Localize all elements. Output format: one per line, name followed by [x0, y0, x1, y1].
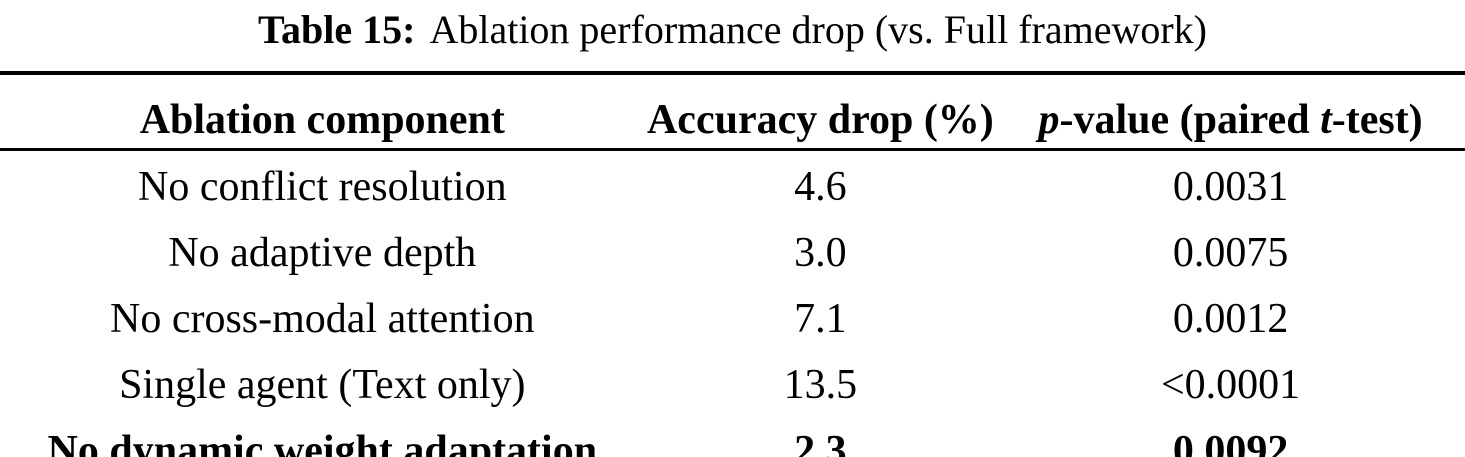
table-caption-text: Ablation performance drop (vs. Full fram…: [429, 7, 1207, 52]
t-test-text: -test): [1331, 97, 1423, 143]
table-row: No cross-modal attention 7.1 0.0012: [0, 283, 1465, 349]
cell-accuracy-drop: 7.1: [794, 296, 847, 342]
ablation-results-table: Ablation component Accuracy drop (%) p-v…: [0, 71, 1465, 457]
p-symbol: p: [1038, 97, 1060, 143]
cell-accuracy-drop: 2.3: [794, 428, 847, 457]
cell-component: Single agent (Text only): [119, 362, 526, 408]
table-row: No adaptive depth 3.0 0.0075: [0, 217, 1465, 283]
cell-p-value: 0.0075: [1172, 230, 1289, 276]
table-row: Single agent (Text only) 13.5 <0.0001: [0, 349, 1465, 415]
table-header-row: Ablation component Accuracy drop (%) p-v…: [0, 73, 1465, 151]
table-caption: Table 15: Ablation performance drop (vs. …: [0, 2, 1465, 58]
table-row: No conflict resolution 4.6 0.0031: [0, 150, 1465, 218]
col-header-ablation-component: Ablation component: [0, 73, 645, 151]
col-header-accuracy-drop: Accuracy drop (%): [644, 73, 997, 151]
p-value-text: -value (paired: [1059, 97, 1321, 143]
t-symbol: t: [1320, 97, 1332, 143]
cell-accuracy-drop: 3.0: [794, 230, 847, 276]
table-row-highlighted-bold: No dynamic weight adaptation 2.3 0.0092: [0, 415, 1465, 457]
cell-accuracy-drop: 4.6: [794, 164, 847, 210]
cell-p-value: 0.0031: [1172, 164, 1289, 210]
cell-component: No conflict resolution: [138, 164, 507, 210]
col-header-p-value: p-value (paired t-test): [996, 73, 1465, 151]
cell-p-value: 0.0012: [1172, 296, 1289, 342]
cell-component: No dynamic weight adaptation: [47, 428, 598, 457]
table-caption-label: Table 15:: [258, 7, 416, 52]
cell-p-value: <0.0001: [1161, 362, 1301, 408]
cell-component: No adaptive depth: [168, 230, 477, 276]
cell-p-value: 0.0092: [1172, 428, 1289, 457]
cell-component: No cross-modal attention: [110, 296, 535, 342]
cell-accuracy-drop: 13.5: [783, 362, 858, 408]
